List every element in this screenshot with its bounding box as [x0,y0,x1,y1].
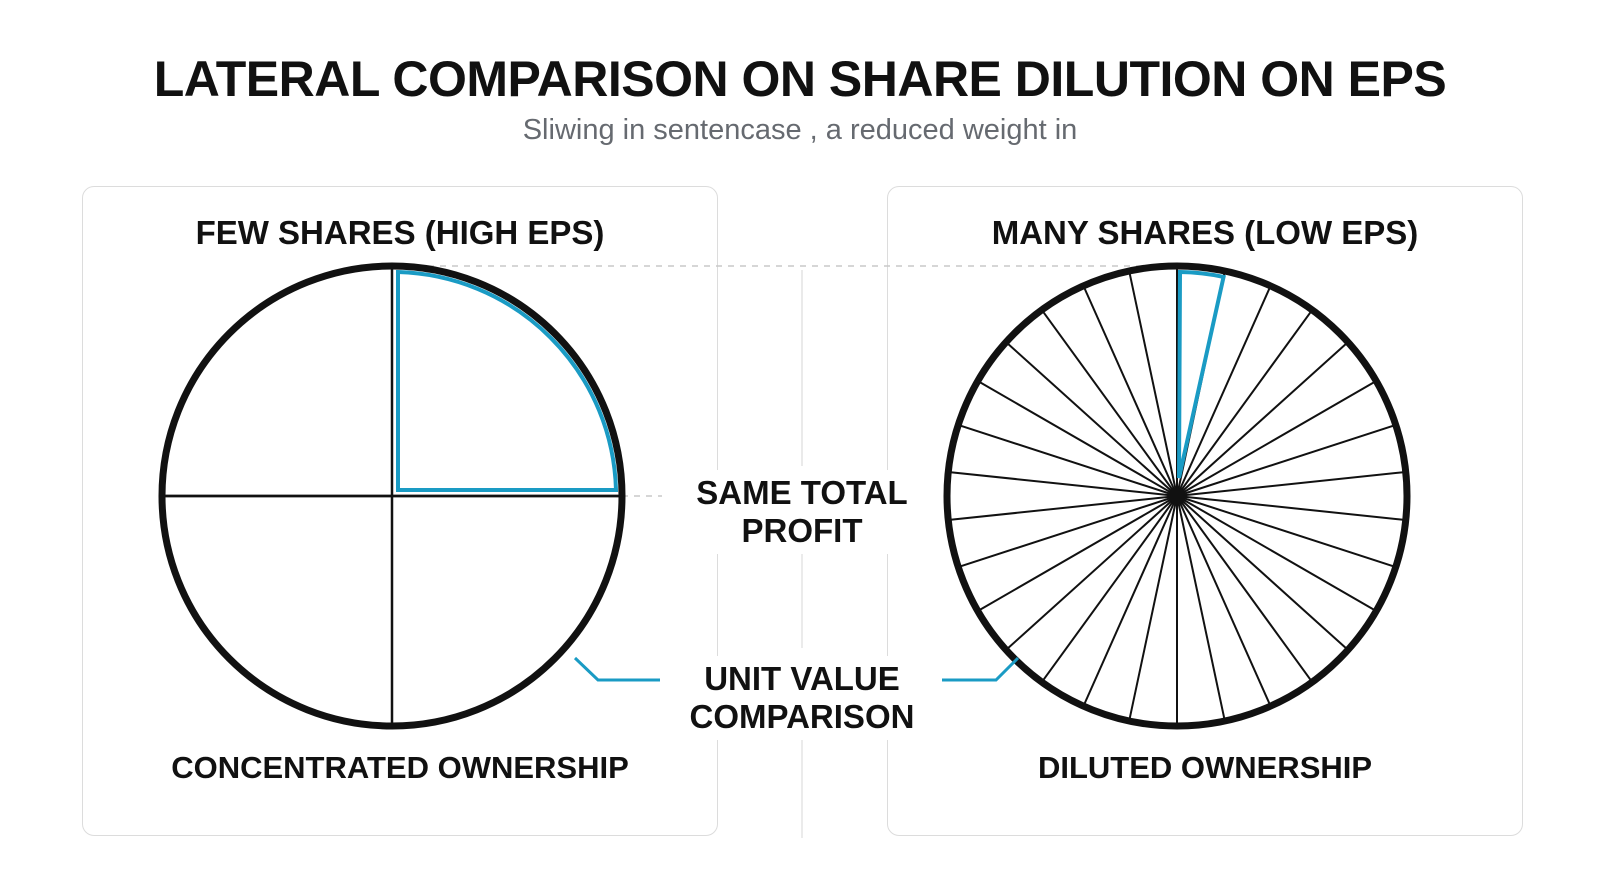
many-shares-title: MANY SHARES (LOW EPS) [991,214,1419,251]
many-shares-pie-divider-4 [1176,309,1313,497]
many-shares-pie-divider-22 [957,495,1178,569]
many-shares-pie-divider-27 [1005,341,1178,497]
unit-label-line1: UNIT VALUE [704,660,900,697]
many-shares-pie-divider-7 [1176,423,1397,497]
many-shares-pie-outline [943,262,1411,730]
many-shares-pie-divider-6 [1176,380,1377,497]
many-shares-pie-divider-20 [1005,495,1178,651]
unit-value-connector-right [930,656,1020,682]
many-shares-pie-divider-17 [1128,495,1178,722]
many-shares-pie-center-hub [1168,487,1186,505]
many-shares-pie-divider-25 [957,423,1178,497]
diluted-ownership-caption: DILUTED OWNERSHIP [1037,750,1373,785]
unit-label-line2: COMPARISON [689,698,915,735]
many-shares-pie-divider-12 [1176,495,1349,651]
many-shares-pie-divider-30 [1128,270,1178,497]
many-shares-pie-divider-10 [1176,495,1397,569]
page-subtitle: Sliwing in sentencase , a reduced weight… [522,114,1078,146]
page-title: LATERAL COMPARISON ON SHARE DILUTION ON … [153,51,1447,107]
few-shares-title: FEW SHARES (HIGH EPS) [195,214,605,251]
unit-value-comparison-label: UNIT VALUE COMPARISON [662,656,942,740]
many-shares-pie-divider-23 [948,495,1178,522]
many-shares-pie-divider-9 [1176,495,1406,522]
many-shares-pie-divider-29 [1082,285,1178,497]
many-shares-pie-divider-21 [977,495,1178,612]
same-total-profit-label: SAME TOTAL PROFIT [662,470,942,554]
profit-label-line1: SAME TOTAL [696,474,908,511]
many-shares-pie-divider-8 [1176,470,1406,497]
many-shares-pie-divider-5 [1176,341,1349,497]
many-shares-pie-divider-15 [1176,495,1226,722]
many-shares-pie-divider-24 [948,470,1178,497]
many-shares-pie-divider-26 [977,380,1178,497]
profit-label-line2: PROFIT [741,512,863,549]
many-shares-pie-divider-14 [1176,495,1272,707]
many-shares-pie-divider-18 [1082,495,1178,707]
few-shares-pie-highlighted-slice [396,269,619,492]
concentrated-ownership-caption: CONCENTRATED OWNERSHIP [171,750,629,785]
many-shares-pie-divider-11 [1176,495,1377,612]
many-shares-pie-highlighted-slice [1177,269,1226,479]
few-shares-pie-outline [158,262,626,730]
many-shares-pie-divider-3 [1176,285,1272,497]
many-shares-pie-divider-13 [1176,495,1313,683]
many-shares-pie-divider-19 [1041,495,1178,683]
many-shares-pie-divider-28 [1041,309,1178,497]
unit-value-connector-left [573,656,660,682]
many-shares-pie [943,262,1411,730]
few-shares-pie [158,262,626,730]
